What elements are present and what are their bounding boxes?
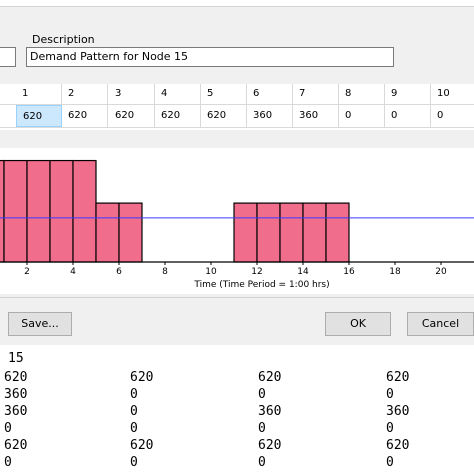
chart-bar bbox=[3, 159, 28, 263]
output-value: 620 bbox=[130, 370, 154, 385]
output-value: 620 bbox=[258, 438, 282, 453]
chart-bar bbox=[325, 202, 350, 263]
ok-button[interactable]: OK bbox=[325, 312, 391, 336]
output-value: 0 bbox=[4, 455, 12, 470]
output-value: 620 bbox=[386, 438, 410, 453]
grid-header-cell: 9 bbox=[385, 84, 431, 104]
output-value: 0 bbox=[4, 421, 12, 436]
output-value: 0 bbox=[386, 455, 394, 470]
grid-value-cell[interactable]: 0 bbox=[431, 105, 474, 127]
chart-bar bbox=[72, 159, 97, 263]
grid-value-cell[interactable]: 0 bbox=[385, 105, 431, 127]
x-tick-label: 2 bbox=[24, 267, 30, 277]
grid-bottom-border bbox=[0, 127, 474, 128]
grid-header-cell: 5 bbox=[201, 84, 247, 104]
grid-value-cell[interactable]: 620 bbox=[201, 105, 247, 127]
description-label: Description bbox=[32, 33, 95, 46]
chart-bar bbox=[49, 159, 74, 263]
output-value: 620 bbox=[258, 370, 282, 385]
x-tick-label: 16 bbox=[343, 267, 355, 277]
output-value: 360 bbox=[386, 404, 410, 419]
cancel-button[interactable]: Cancel bbox=[407, 312, 474, 336]
output-value: 0 bbox=[258, 387, 266, 402]
output-value: 620 bbox=[4, 370, 28, 385]
grid-header-cell: 1 bbox=[16, 84, 62, 104]
output-value: 0 bbox=[130, 421, 138, 436]
grid-value-cell[interactable]: 0 bbox=[339, 105, 385, 127]
output-row: 360 0 0 0 bbox=[0, 387, 474, 405]
grid-header-cell: 10 bbox=[431, 84, 474, 104]
grid-value-cell[interactable]: 620 bbox=[155, 105, 201, 127]
x-tick-label: 4 bbox=[70, 267, 76, 277]
title-bar-edge bbox=[0, 0, 474, 7]
text-output-panel: 15 620 620 620 620 360 0 0 0 360 0 360 360 0 0 0 0 620 62… bbox=[0, 345, 474, 474]
grid-header-cell: 4 bbox=[155, 84, 201, 104]
x-tick-label: 10 bbox=[205, 267, 217, 277]
grid-value-cell[interactable]: 620 bbox=[109, 105, 155, 127]
output-value: 0 bbox=[130, 387, 138, 402]
chart-bar bbox=[279, 202, 304, 263]
x-tick-label: 8 bbox=[162, 267, 168, 277]
chart-bar bbox=[302, 202, 327, 263]
grid-divider bbox=[0, 104, 474, 105]
output-value: 620 bbox=[130, 438, 154, 453]
output-row: 620 620 620 620 bbox=[0, 370, 474, 388]
chart-bar bbox=[26, 159, 51, 263]
grid-value-cell[interactable]: 620 bbox=[62, 105, 108, 127]
x-tick-label: 20 bbox=[435, 267, 447, 277]
x-tick-label: 18 bbox=[389, 267, 401, 277]
pattern-editor-dialog: Description Demand Pattern for Node 15 1… bbox=[0, 0, 474, 345]
grid-value-cell[interactable]: 360 bbox=[247, 105, 293, 127]
pattern-id-field[interactable] bbox=[0, 47, 16, 67]
description-field[interactable]: Demand Pattern for Node 15 bbox=[26, 47, 394, 67]
grid-header-cell: 6 bbox=[247, 84, 293, 104]
grid-header-cell: 8 bbox=[339, 84, 385, 104]
output-row: 0 0 0 0 bbox=[0, 455, 474, 473]
save-button[interactable]: Save... bbox=[8, 312, 72, 336]
output-value: 0 bbox=[386, 421, 394, 436]
x-tick-label: 12 bbox=[251, 267, 262, 277]
grid-header-cell: 3 bbox=[109, 84, 155, 104]
grid-value-cell[interactable]: 360 bbox=[293, 105, 339, 127]
output-value: 360 bbox=[4, 404, 28, 419]
output-value: 360 bbox=[4, 387, 28, 402]
grid-value-cell[interactable]: 620 bbox=[16, 105, 62, 127]
chart-bar bbox=[118, 202, 143, 263]
grid-header-cell: 7 bbox=[293, 84, 339, 104]
button-separator bbox=[0, 297, 474, 298]
output-row: 360 0 360 360 bbox=[0, 404, 474, 422]
output-value: 0 bbox=[258, 421, 266, 436]
chart-bar bbox=[256, 202, 281, 263]
chart-x-ticks: 2 4 6 8 10 12 14 16 18 20 bbox=[24, 262, 447, 277]
x-tick-label: 14 bbox=[297, 267, 309, 277]
output-row: 620 620 620 620 bbox=[0, 438, 474, 456]
output-value: 0 bbox=[386, 387, 394, 402]
x-tick-label: 6 bbox=[116, 267, 122, 277]
multiplier-grid bbox=[0, 84, 474, 130]
output-value: 0 bbox=[130, 455, 138, 470]
chart-bar bbox=[233, 202, 258, 263]
output-value: 360 bbox=[258, 404, 282, 419]
grid-header-cell: 2 bbox=[62, 84, 108, 104]
output-row: 0 0 0 0 bbox=[0, 421, 474, 439]
output-value: 0 bbox=[258, 455, 266, 470]
output-value: 620 bbox=[386, 370, 410, 385]
x-axis-label: Time (Time Period = 1:00 hrs) bbox=[193, 280, 329, 290]
output-value: 0 bbox=[130, 404, 138, 419]
output-value: 620 bbox=[4, 438, 28, 453]
pattern-chart: 2 4 6 8 10 12 14 16 18 20 Time (Time Period = 1:0… bbox=[0, 148, 474, 294]
output-header: 15 bbox=[8, 351, 24, 366]
chart-bar bbox=[95, 202, 120, 263]
